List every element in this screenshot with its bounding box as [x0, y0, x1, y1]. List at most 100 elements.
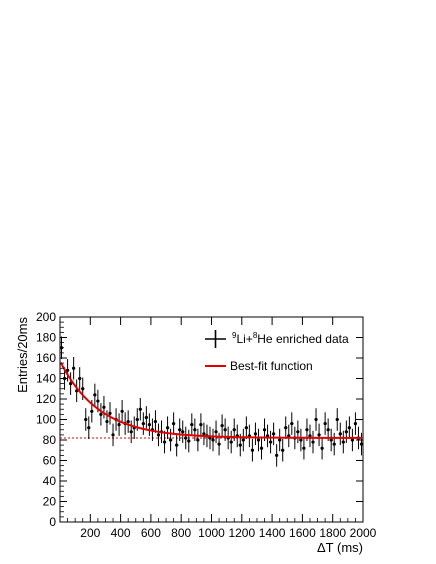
x-tick-label: 1200: [228, 526, 255, 540]
data-point: [247, 424, 251, 448]
x-tick-label: 400: [111, 526, 131, 540]
data-point: [341, 430, 345, 454]
data-point: [350, 428, 354, 452]
x-tick-label: 1000: [198, 526, 225, 540]
data-point: [332, 432, 336, 456]
y-tick-label: 160: [36, 351, 56, 365]
legend-data-marker: [205, 330, 226, 348]
data-point: [165, 416, 170, 439]
x-axis-title: ΔT (ms): [317, 540, 363, 555]
data-point: [172, 412, 176, 435]
y-axis-title: Entries/20ms: [15, 317, 30, 393]
data-point: [290, 412, 294, 435]
x-tick-label: 1800: [319, 526, 346, 540]
data-point: [344, 420, 348, 444]
data-point: [335, 408, 339, 431]
data-point: [153, 410, 158, 433]
data-point: [117, 413, 121, 436]
y-axis-ticks: 0 20 40 60 80 100 120 140 160 180 200: [36, 310, 363, 529]
x-tick-label: 200: [80, 526, 100, 540]
fit-curve-layer: [59, 362, 363, 439]
legend-he: He enriched data: [257, 332, 349, 346]
data-point: [178, 418, 182, 442]
data-point: [69, 372, 73, 395]
data-point: [87, 416, 91, 439]
data-point: [296, 420, 300, 444]
data-point: [78, 367, 82, 390]
legend-sup-8: 8: [253, 331, 258, 340]
y-tick-label: 20: [43, 495, 57, 509]
data-point: [126, 410, 130, 433]
data-point: [199, 413, 203, 436]
data-point: [93, 383, 97, 407]
data-point: [308, 424, 312, 448]
data-point: [168, 428, 173, 452]
data-point: [359, 432, 364, 456]
y-tick-label: 60: [43, 454, 57, 468]
data-point: [259, 436, 264, 460]
data-point: [190, 413, 194, 436]
data-point: [108, 402, 112, 425]
data-point: [175, 433, 179, 457]
fit-curve: [59, 362, 363, 439]
data-point: [253, 422, 258, 446]
data-point: [99, 403, 103, 426]
data-point: [193, 418, 197, 442]
y-tick-label: 100: [36, 413, 56, 427]
legend-fit-label: Best-fit function: [230, 359, 313, 373]
data-point: [111, 423, 115, 447]
data-point: [129, 420, 133, 444]
data-point: [138, 397, 142, 421]
legend-data-label: 9Li+8He enriched data: [232, 331, 349, 346]
y-tick-label: 0: [49, 515, 56, 529]
data-point: [220, 414, 224, 437]
data-point: [347, 416, 351, 439]
data-point: [323, 412, 327, 435]
data-point: [338, 422, 342, 446]
y-tick-label: 140: [36, 372, 56, 386]
data-point: [311, 430, 315, 454]
data-point: [65, 359, 70, 382]
data-point: [265, 424, 270, 448]
legend-sup-9: 9: [232, 331, 237, 340]
y-tick-label: 120: [36, 392, 56, 406]
data-point: [241, 428, 245, 452]
data-point: [84, 408, 88, 431]
data-point: [302, 436, 306, 460]
data-point: [141, 412, 145, 435]
data-point: [229, 430, 233, 454]
data-point: [256, 428, 261, 452]
data-point: [187, 429, 191, 453]
data-point: [120, 400, 124, 423]
x-tick-label: 800: [171, 526, 191, 540]
data-point: [287, 424, 291, 448]
data-point: [211, 428, 215, 452]
data-point: [202, 422, 206, 446]
data-point: [156, 423, 161, 447]
x-tick-label: 600: [141, 526, 161, 540]
data-point: [102, 395, 106, 419]
y-tick-label: 180: [36, 331, 56, 345]
data-point: [144, 406, 148, 429]
data-point: [235, 424, 239, 448]
legend-li: Li+: [236, 332, 252, 346]
legend: 9Li+8He enriched data Best-fit function: [205, 330, 349, 373]
data-point: [147, 413, 151, 436]
x-tick-label: 2000: [350, 526, 377, 540]
data-point: [214, 420, 218, 444]
data-point: [196, 428, 200, 452]
data-point: [278, 428, 282, 452]
data-point: [299, 428, 303, 452]
data-point: [162, 430, 167, 454]
data-point: [275, 444, 279, 467]
data-point: [314, 408, 318, 431]
data-point: [250, 438, 255, 462]
data-point: [281, 438, 285, 462]
x-tick-label: 1600: [289, 526, 316, 540]
y-tick-label: 200: [36, 310, 56, 324]
data-point: [353, 412, 358, 435]
data-points: [59, 336, 364, 467]
x-axis-ticks: 200 400 600 800 1000 1200 1400 1600 1800 2000: [67, 317, 377, 540]
data-point: [184, 426, 188, 450]
